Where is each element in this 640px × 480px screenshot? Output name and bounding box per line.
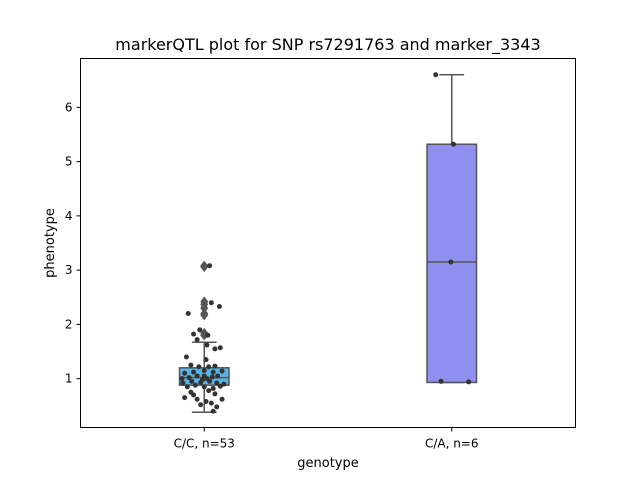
data-point bbox=[208, 300, 214, 306]
data-point bbox=[185, 311, 191, 317]
data-point bbox=[210, 385, 216, 391]
data-point bbox=[206, 388, 212, 394]
y-axis: 1 2 3 4 5 6 bbox=[65, 100, 81, 386]
box-group bbox=[426, 72, 478, 385]
data-point bbox=[214, 380, 220, 386]
y-axis-label: phenotype bbox=[43, 208, 58, 278]
data-point bbox=[206, 364, 212, 370]
data-point bbox=[451, 141, 457, 147]
data-point bbox=[217, 383, 223, 389]
box-group bbox=[178, 260, 230, 414]
data-point bbox=[207, 378, 213, 384]
outlier-marker bbox=[200, 309, 209, 321]
outlier-marker bbox=[200, 302, 209, 314]
data-point bbox=[448, 259, 454, 265]
data-point bbox=[210, 408, 216, 414]
data-point bbox=[212, 363, 218, 369]
data-point bbox=[191, 392, 197, 398]
data-point bbox=[219, 396, 225, 402]
data-point bbox=[203, 398, 209, 404]
data-point bbox=[205, 332, 211, 338]
data-point bbox=[201, 373, 207, 379]
x-tick-label: C/A, n=6 bbox=[425, 437, 479, 451]
y-tick-label: 2 bbox=[65, 317, 73, 331]
data-point bbox=[212, 391, 218, 397]
data-point bbox=[198, 402, 204, 408]
data-point bbox=[191, 331, 197, 337]
data-point bbox=[466, 379, 472, 385]
data-point bbox=[199, 377, 205, 383]
data-point bbox=[204, 342, 210, 348]
data-point bbox=[194, 373, 200, 379]
outlier-marker bbox=[200, 330, 209, 341]
data-point bbox=[189, 378, 195, 384]
data-point bbox=[196, 364, 202, 370]
x-axis: C/C, n=53 C/A, n=6 bbox=[174, 427, 479, 451]
x-axis-label: genotype bbox=[297, 456, 358, 471]
data-point bbox=[182, 395, 188, 401]
data-point bbox=[216, 303, 222, 309]
y-tick-label: 4 bbox=[65, 209, 73, 223]
y-tick-label: 5 bbox=[65, 155, 73, 169]
data-point bbox=[217, 345, 223, 351]
plot-area bbox=[178, 72, 478, 414]
data-point bbox=[201, 384, 207, 390]
data-point bbox=[184, 384, 190, 390]
data-point bbox=[214, 404, 220, 410]
data-point bbox=[194, 396, 200, 402]
data-point bbox=[207, 263, 213, 269]
data-point bbox=[438, 378, 444, 384]
data-point bbox=[179, 376, 185, 382]
data-point bbox=[183, 354, 189, 360]
y-tick-label: 3 bbox=[65, 263, 73, 277]
x-tick-label: C/C, n=53 bbox=[174, 437, 235, 451]
data-point bbox=[192, 382, 198, 388]
data-point bbox=[210, 369, 216, 375]
y-tick-label: 1 bbox=[65, 372, 73, 386]
plot-frame bbox=[80, 58, 576, 428]
data-point bbox=[203, 357, 209, 363]
data-point bbox=[197, 327, 203, 333]
data-point bbox=[209, 374, 215, 380]
data-point bbox=[194, 337, 200, 343]
data-point bbox=[182, 370, 188, 376]
data-point bbox=[188, 362, 194, 368]
data-point bbox=[208, 400, 214, 406]
outlier-marker bbox=[200, 261, 209, 273]
chart-title: markerQTL plot for SNP rs7291763 and mar… bbox=[115, 35, 540, 55]
data-point bbox=[191, 369, 197, 375]
y-tick-label: 6 bbox=[65, 100, 73, 114]
data-point bbox=[215, 373, 221, 379]
data-point bbox=[186, 375, 192, 381]
data-point bbox=[212, 346, 218, 352]
data-point bbox=[201, 368, 207, 374]
data-point bbox=[180, 380, 186, 386]
data-point bbox=[433, 72, 439, 78]
data-point bbox=[219, 368, 225, 374]
